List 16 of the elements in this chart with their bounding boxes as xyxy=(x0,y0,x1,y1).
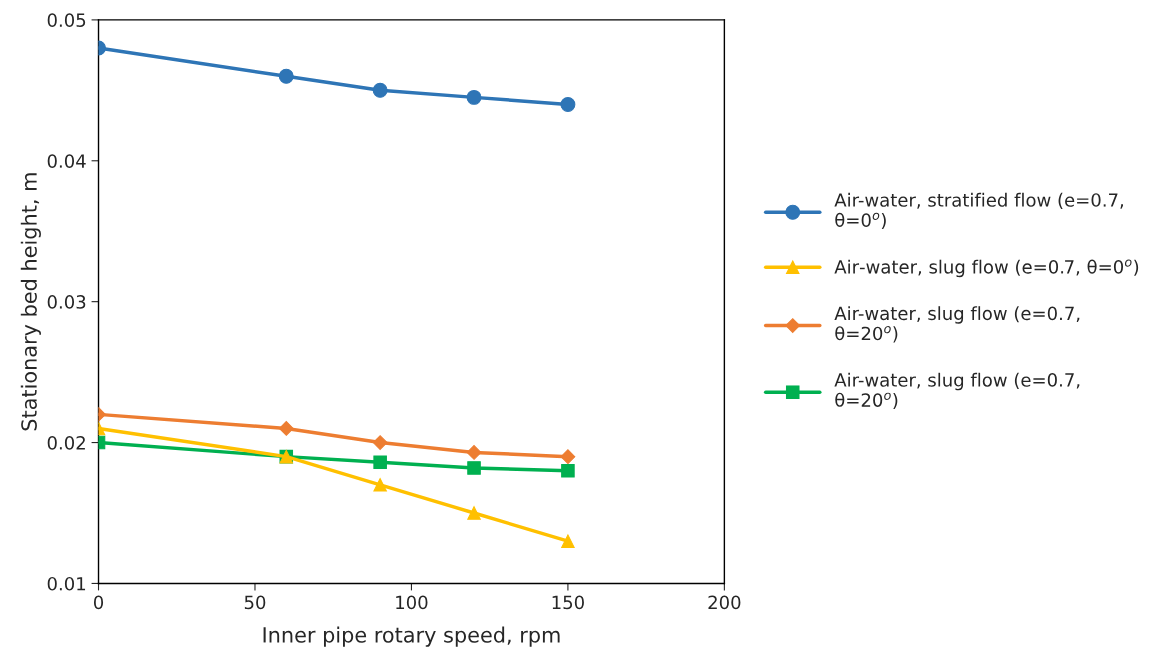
y-axis-title: Stationary bed height, m xyxy=(20,173,41,431)
legend-label: Air-water, slug flow (e=0.7, θ=0$^{o}$) xyxy=(834,259,1139,278)
x-tick-label: 0 xyxy=(93,595,104,610)
legend-label: Air-water, stratified flow (e=0.7, θ=0$^{o}$) xyxy=(834,192,1123,230)
y-tick-label: 0.01 xyxy=(47,576,86,591)
legend-label: Air-water, slug flow (e=0.7, θ=20$^{o}$) xyxy=(834,306,1080,343)
x-axis-title: Inner pipe rotary speed, rpm xyxy=(263,626,560,647)
x-tick-label: 200 xyxy=(708,595,741,610)
x-tick-label: 100 xyxy=(396,595,428,610)
legend-label: Air-water, slug flow (e=0.7, θ=20$^{o}$) xyxy=(834,372,1080,410)
y-tick-label: 0.05 xyxy=(47,13,86,28)
x-tick-label: 150 xyxy=(552,595,584,610)
y-tick-label: 0.04 xyxy=(47,154,86,168)
y-tick-label: 0.02 xyxy=(47,436,85,450)
x-tick-label: 50 xyxy=(244,595,266,610)
y-tick-label: 0.03 xyxy=(47,295,86,309)
